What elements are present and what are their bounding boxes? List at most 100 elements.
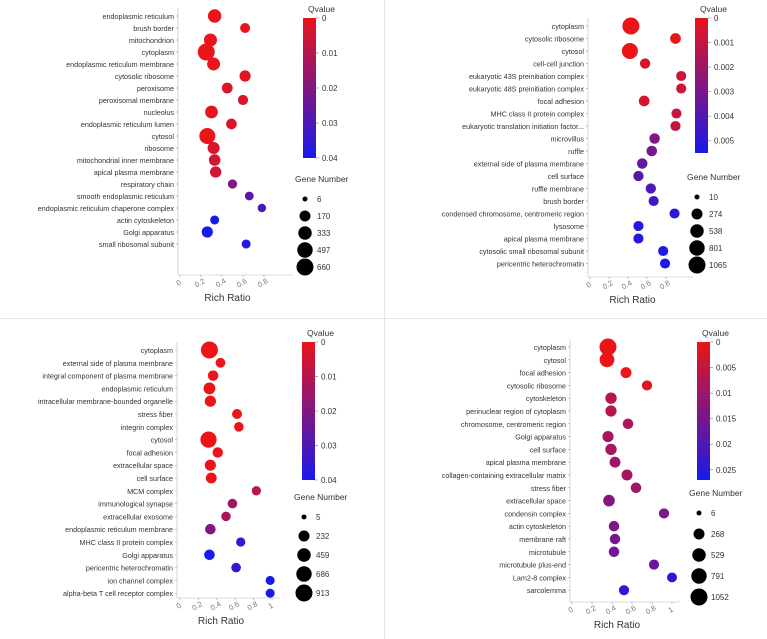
x-tick-label: 0.8	[644, 603, 658, 616]
data-bubble	[622, 17, 640, 35]
qvalue-legend-title: Qvalue	[307, 328, 334, 338]
x-tick-label: 0.2	[584, 603, 598, 616]
data-bubble	[622, 418, 634, 430]
data-bubble	[232, 409, 243, 419]
gene-number-legend-title: Gene Number	[689, 488, 743, 498]
x-tick-label: 0	[567, 605, 575, 615]
category-label: eukaryotic 48S preinitiation complex	[469, 85, 584, 94]
data-bubble	[234, 421, 244, 432]
category-label: brush border	[543, 197, 584, 206]
category-label: nucleolus	[144, 108, 175, 117]
data-bubble	[265, 588, 275, 598]
size-legend-bubble	[693, 528, 705, 540]
data-bubble	[257, 203, 267, 213]
category-label: cytosol	[544, 356, 567, 365]
data-bubble	[251, 486, 261, 496]
data-bubble	[609, 456, 621, 468]
data-bubble	[609, 533, 621, 545]
size-legend-label: 913	[316, 589, 330, 598]
category-label: cytoskeleton	[526, 394, 566, 403]
data-bubble	[605, 405, 617, 417]
category-label: cytoplasm	[552, 22, 584, 31]
data-bubble	[244, 191, 254, 201]
category-label: peroxisome	[137, 84, 174, 93]
x-tick-label: 0	[585, 280, 593, 290]
size-legend-bubble	[298, 530, 310, 542]
colorbar-tick-label: 0.005	[716, 364, 737, 373]
size-legend-bubble	[688, 256, 706, 274]
x-axis-title: Rich Ratio	[594, 620, 641, 631]
data-bubble	[221, 511, 231, 522]
category-label: eukaryotic 43S preinitiation complex	[469, 72, 584, 81]
data-bubble	[210, 166, 222, 178]
data-bubble	[608, 546, 620, 558]
category-label: Lam2-8 complex	[513, 573, 567, 582]
x-tick-label: 0	[175, 601, 183, 611]
size-legend-label: 660	[317, 263, 331, 272]
category-label: integrin complex	[121, 423, 174, 432]
category-label: cytosol	[151, 436, 174, 445]
colorbar-tick-label: 0	[714, 14, 719, 23]
data-bubble	[658, 508, 670, 519]
colorbar-tick-label: 0.04	[321, 476, 337, 485]
data-bubble	[646, 145, 658, 157]
x-tick-label: 0.8	[658, 278, 672, 291]
category-label: apical plasma membrane	[504, 235, 584, 244]
x-tick-label: 0.8	[256, 276, 270, 289]
data-bubble	[204, 549, 215, 561]
chart-panel-top-right: cytoplasm cytosolic ribosome cytosol cell-c…	[385, 0, 767, 318]
category-label: microtubule plus-end	[499, 561, 566, 570]
category-label: external side of plasma membrane	[474, 160, 584, 169]
colorbar-tick-label: 0	[716, 338, 721, 347]
category-label: cytoplasm	[534, 343, 566, 352]
data-bubble	[676, 70, 687, 82]
size-legend-bubble	[302, 196, 308, 202]
category-label: smooth endoplasmic reticulum	[77, 192, 174, 201]
data-bubble	[621, 469, 633, 481]
data-bubble	[667, 572, 677, 583]
data-bubble	[212, 447, 223, 458]
qvalue-colorbar	[695, 18, 708, 153]
data-bubble	[205, 105, 218, 119]
category-label: pericentric heterochromatin	[86, 564, 173, 573]
category-label: apical plasma membrane	[486, 458, 566, 467]
colorbar-tick-label: 0.01	[716, 389, 732, 398]
category-label: pericentric heterochromatin	[497, 260, 584, 269]
data-bubble	[227, 179, 238, 189]
category-label: cytoplasm	[141, 346, 173, 355]
gene-number-legend-title: Gene Number	[295, 174, 349, 184]
data-bubble	[633, 233, 644, 244]
qvalue-colorbar	[302, 342, 315, 480]
x-tick-label: 0.4	[604, 603, 618, 616]
colorbar-tick-label: 0.002	[714, 63, 735, 72]
category-label: lysosome	[554, 222, 584, 231]
x-tick-label: 0.6	[227, 599, 241, 612]
data-bubble	[210, 215, 220, 225]
colorbar-tick-label: 0	[321, 338, 326, 347]
size-legend-bubble	[691, 208, 703, 220]
category-label: small ribosomal subunit	[99, 240, 174, 249]
size-legend-label: 459	[316, 551, 330, 560]
category-label: chromosome, centromeric region	[461, 420, 566, 429]
qvalue-colorbar	[697, 342, 710, 480]
data-bubble	[207, 141, 220, 155]
data-bubble	[645, 183, 656, 194]
size-legend-label: 6	[317, 195, 322, 204]
size-legend-bubble	[690, 224, 704, 238]
panel-divider-vertical	[384, 0, 385, 639]
category-label: actin cytoskeleton	[117, 216, 174, 225]
size-legend-label: 268	[711, 530, 725, 539]
category-label: ruffle membrane	[532, 185, 584, 194]
size-legend-label: 497	[317, 246, 331, 255]
data-bubble	[200, 431, 217, 448]
colorbar-tick-label: 0.01	[321, 373, 337, 382]
data-bubble	[201, 226, 213, 238]
category-label: Golgi apparatus	[123, 228, 174, 237]
size-legend-bubble	[296, 566, 312, 582]
x-tick-label: 0.4	[209, 599, 223, 612]
category-label: endoplasmic reticulum chaperone complex	[38, 204, 175, 213]
size-legend-label: 801	[709, 244, 723, 253]
category-label: stress fiber	[138, 410, 174, 419]
data-bubble	[237, 94, 249, 106]
category-label: extracellular space	[113, 461, 173, 470]
